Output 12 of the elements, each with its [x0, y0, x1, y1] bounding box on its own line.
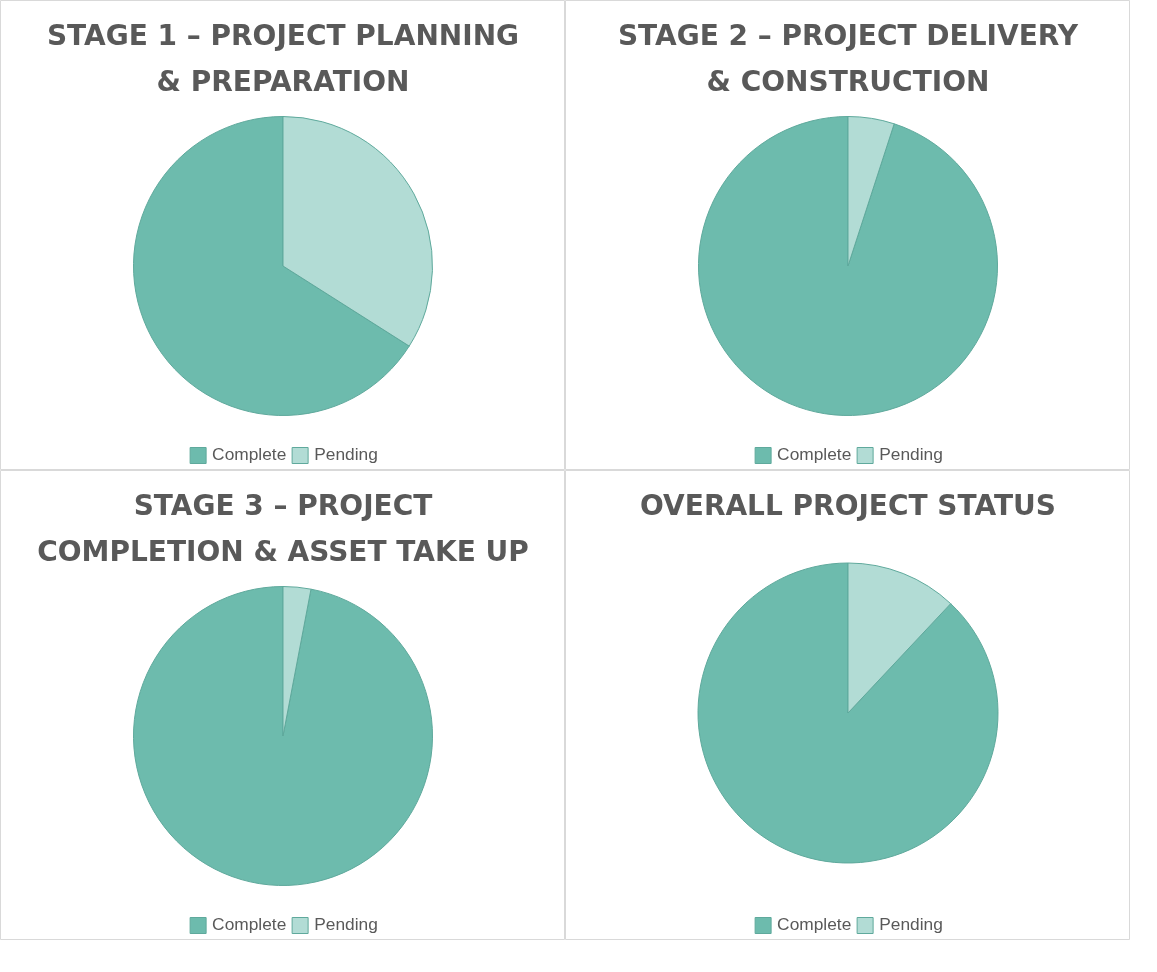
legend-label: Pending [879, 914, 943, 935]
legend-label: Pending [314, 914, 378, 935]
chart-title: OVERALL PROJECT STATUS [640, 489, 1056, 522]
legend-label: Complete [777, 914, 852, 935]
legend-label: Complete [212, 444, 287, 465]
chart-title: STAGE 1 – PROJECT PLANNING & PREPARATION [46, 19, 520, 98]
legend-label: Complete [777, 444, 852, 465]
legend-label: Complete [212, 914, 287, 935]
chart-title: STAGE 2 – PROJECT DELIVERY & CONSTRUCTION [617, 19, 1079, 98]
legend-label: Pending [314, 444, 378, 465]
legend-label: Pending [879, 444, 943, 465]
chart-title: STAGE 3 – PROJECT COMPLETION & ASSET TAKE UP [37, 489, 529, 568]
